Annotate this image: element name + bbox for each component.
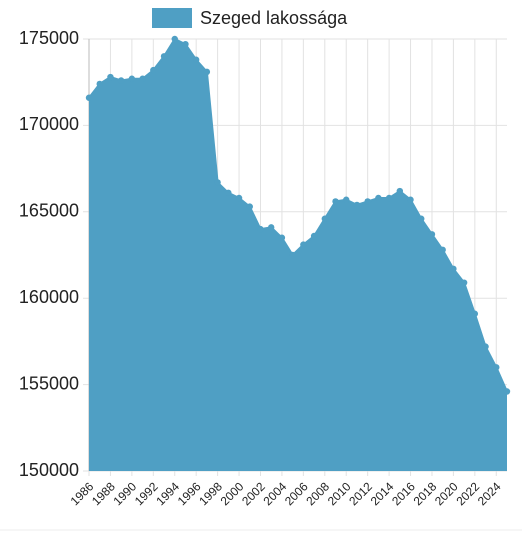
point: [192, 56, 200, 63]
legend-label: Szeged lakossága: [200, 8, 348, 28]
y-tick-label: 170000: [19, 114, 79, 134]
point: [493, 364, 500, 371]
point: [117, 77, 125, 84]
point: [407, 196, 414, 203]
point: [139, 75, 146, 82]
point: [482, 343, 489, 350]
y-tick-label: 150000: [19, 460, 79, 480]
y-tick-label: 160000: [19, 287, 79, 307]
line: [88, 37, 508, 392]
legend-swatch: [152, 8, 192, 28]
point: [203, 68, 211, 76]
point: [396, 187, 404, 195]
y-tick-label: 155000: [19, 373, 79, 393]
point: [332, 198, 339, 205]
point: [214, 179, 221, 186]
point: [235, 194, 243, 202]
point: [343, 196, 350, 203]
point: [503, 388, 511, 395]
point: [289, 251, 296, 259]
point: [107, 73, 114, 81]
point: [128, 75, 136, 82]
point: [310, 232, 318, 240]
point: [385, 194, 393, 202]
point: [160, 53, 168, 60]
point: [450, 265, 457, 273]
point: [471, 310, 479, 317]
point: [364, 198, 371, 205]
point: [96, 80, 103, 88]
point: [278, 234, 286, 241]
y-tick-label: 175000: [19, 28, 79, 48]
y-tick-label: 165000: [19, 201, 79, 221]
point: [300, 241, 307, 248]
point: [182, 40, 189, 48]
point: [418, 215, 425, 222]
point: [460, 279, 468, 286]
point: [171, 35, 178, 43]
point: [246, 203, 253, 210]
point: [268, 224, 275, 231]
point: [321, 215, 328, 222]
area: [89, 39, 507, 471]
point: [225, 189, 232, 196]
point: [257, 225, 264, 233]
point: [375, 194, 382, 202]
point: [428, 231, 436, 238]
x-tick-label: 2024: [475, 479, 504, 508]
point: [150, 66, 157, 74]
point: [85, 94, 93, 101]
point: [353, 201, 361, 209]
point: [439, 246, 446, 254]
